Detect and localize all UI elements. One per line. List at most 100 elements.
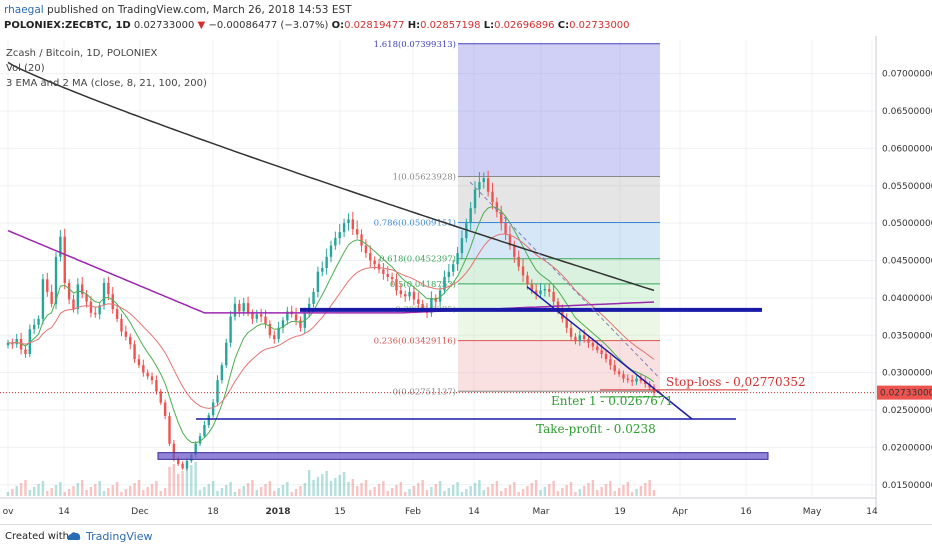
fib-zone	[458, 43, 660, 177]
candle-body	[530, 284, 533, 291]
candle-body	[85, 294, 88, 302]
candle-body	[94, 312, 97, 315]
low-label: L:	[483, 20, 495, 31]
candle-body	[242, 303, 245, 312]
candle-body	[63, 236, 66, 283]
volume-bar	[377, 484, 381, 496]
tradingview-brand[interactable]: TradingView	[86, 530, 153, 543]
volume-bar	[644, 483, 647, 496]
volume-bar	[294, 489, 298, 496]
candle-body	[565, 318, 568, 328]
candle-body	[98, 305, 101, 315]
time-axis[interactable]: ov 14 Dec 18 2018 15 Feb 14 Mar 19 Apr 16 May 14	[0, 497, 878, 517]
volume-bar	[107, 488, 110, 496]
volume-bar	[316, 477, 320, 496]
volume-bar	[548, 484, 551, 496]
candle-body	[465, 223, 468, 239]
candle-body	[15, 339, 18, 345]
trend-drawings[interactable]: Stop-loss - 0,02770352 Enter 1 - 0.026767…	[0, 181, 876, 460]
volume-bar	[460, 492, 464, 496]
volume-bar	[303, 483, 307, 496]
candle-body	[334, 238, 337, 246]
volume-bar	[438, 481, 442, 496]
candle-body	[443, 276, 446, 291]
candle-body	[246, 303, 250, 313]
candle-body	[46, 279, 49, 292]
candle-body	[377, 264, 381, 270]
volume-bar	[146, 487, 149, 496]
volume-bar	[425, 490, 429, 496]
time-tick-label: Feb	[405, 507, 421, 517]
price-chart[interactable]: 1.618(0.07399313) 1(0.05623928) 0.786(0.05…	[0, 36, 932, 524]
symbol-label: POLONIEX:ZECBTC, 1D	[4, 20, 131, 31]
candle-body	[194, 443, 197, 455]
price-tick-label: 0.02000000	[882, 443, 932, 453]
volume-bar	[63, 492, 66, 496]
candle-body	[504, 223, 507, 235]
volume-bar	[207, 484, 210, 496]
volume-bar	[216, 491, 219, 496]
legend-indicators: 3 EMA and 2 MA (close, 8, 21, 100, 200)	[6, 78, 207, 89]
volume-bar	[521, 489, 525, 496]
open-label: O:	[331, 20, 345, 31]
candle-body	[630, 380, 634, 382]
candle-body	[255, 314, 258, 319]
candle-body	[342, 223, 346, 233]
volume-bar	[364, 480, 368, 496]
volume-bar	[24, 480, 27, 496]
price-tick-label: 0.05000000	[882, 219, 932, 229]
candle-body	[578, 335, 581, 342]
time-tick-label: Dec	[131, 507, 148, 517]
legend-volume: Vol (20)	[6, 63, 45, 74]
open-value: 0.02819477	[344, 20, 405, 31]
volume-bar	[482, 490, 485, 496]
volume-bar	[430, 487, 433, 496]
current-price-label: 0.02733000	[880, 389, 932, 399]
fib-level-label: 0.618(0.0452397)	[379, 254, 456, 265]
candle-body	[286, 311, 289, 321]
candle-body	[294, 314, 298, 321]
candle-body	[495, 202, 499, 212]
volume-bar	[508, 485, 512, 496]
volume-bar	[299, 486, 302, 496]
candle-body	[133, 344, 136, 360]
fib-level-label: 0.236(0.03429116)	[374, 336, 456, 347]
candle-body	[24, 349, 27, 354]
volume-bar	[648, 480, 651, 496]
author-link[interactable]: rhaegal	[4, 4, 44, 16]
price-tick-label: 0.02500000	[882, 406, 932, 416]
candle-body	[172, 443, 176, 459]
price-axis[interactable]: 0.07000000 0.06500000 0.06000000 0.05500000…	[875, 36, 932, 510]
volume-bar	[338, 475, 341, 496]
candle-body	[482, 178, 485, 183]
candle-body	[486, 178, 490, 192]
candle-body	[635, 378, 638, 382]
candle-body	[347, 219, 350, 224]
candle-body	[329, 245, 333, 257]
candle-body	[220, 365, 224, 381]
candle-body	[277, 327, 280, 340]
volume-bar	[286, 482, 289, 496]
candle-body	[369, 253, 372, 261]
volume-bar	[19, 483, 23, 496]
candle-body	[552, 291, 555, 302]
candle-body	[32, 324, 36, 330]
volume-bar	[163, 488, 167, 496]
volume-bar	[325, 471, 328, 496]
candle-body	[233, 303, 237, 317]
volume-bar	[582, 486, 586, 496]
fib-level-label: 0(0.02751137)	[393, 386, 456, 397]
publish-line: rhaegal published on TradingView.com, Ma…	[4, 4, 352, 16]
volume-bar	[417, 483, 420, 496]
volume-bar	[281, 485, 285, 496]
volume-bar	[360, 483, 363, 496]
time-tick-label: 2018	[265, 507, 290, 517]
time-tick-label: 19	[614, 507, 626, 517]
volume-bar	[41, 481, 45, 496]
tradingview-logo-icon[interactable]	[66, 530, 82, 542]
candle-body	[268, 324, 272, 336]
candle-body	[207, 415, 210, 425]
candle-body	[225, 342, 228, 366]
candle-body	[517, 256, 520, 267]
current-price-badge	[877, 385, 932, 400]
